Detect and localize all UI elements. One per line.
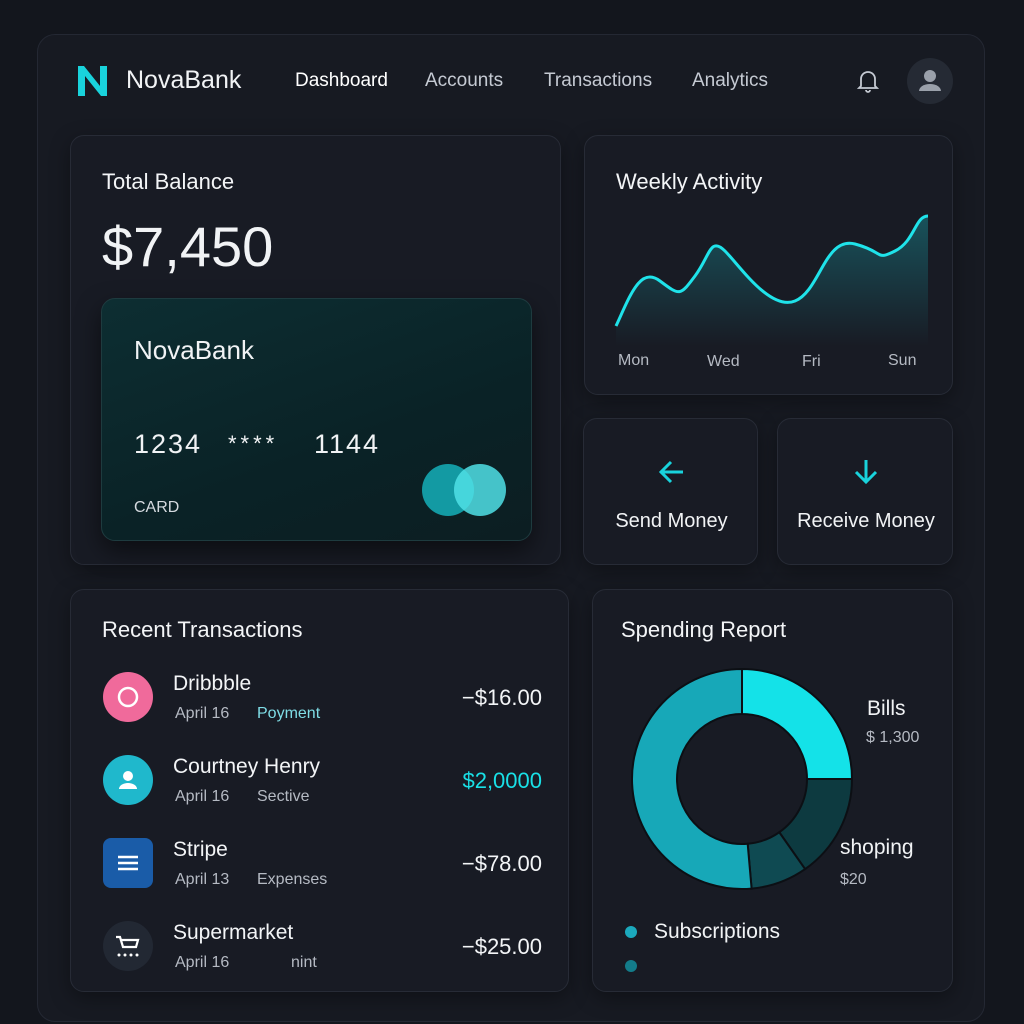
avatar[interactable]	[907, 58, 953, 104]
brand-name: NovaBank	[126, 66, 242, 94]
balance-title: Total Balance	[102, 169, 235, 194]
transaction-date: April 16	[175, 788, 230, 805]
nav-accounts[interactable]: Accounts	[425, 70, 504, 91]
transaction-category: Poyment	[257, 705, 321, 722]
transaction-amount: −$16.00	[461, 685, 542, 710]
transaction-amount: $2,0000	[462, 768, 542, 793]
user-icon	[919, 70, 941, 91]
card-bank-name: NovaBank	[134, 335, 254, 365]
shopping-label: shoping	[840, 836, 914, 859]
spending-donut-chart	[630, 667, 854, 890]
card-logo-circle-right	[454, 464, 506, 516]
day-label: Fri	[802, 353, 821, 370]
transaction-amount: −$25.00	[461, 934, 542, 959]
send-money-button[interactable]: Send Money	[583, 418, 758, 565]
transaction-name: Stripe	[173, 838, 228, 861]
transactions-title: Recent Transactions	[102, 617, 303, 642]
transaction-name: Courtney Henry	[173, 755, 321, 778]
day-label: Sun	[888, 352, 917, 369]
card-number-2: ****	[228, 431, 279, 456]
nav-analytics[interactable]: Analytics	[692, 70, 769, 91]
transaction-category: Sective	[257, 788, 310, 805]
weekly-activity-card: Weekly Activity Mon Wed Fri Sun	[584, 135, 953, 395]
balance-amount: $7,450	[102, 215, 274, 278]
arrow-left-icon	[658, 460, 683, 484]
bills-value: $ 1,300	[866, 729, 920, 746]
bank-card[interactable]: NovaBank 1234 **** 1144 CARD	[101, 298, 532, 541]
cart-icon	[103, 921, 153, 971]
donut-segment	[630, 667, 753, 890]
send-money-label: Send Money	[615, 510, 728, 532]
transaction-date: April 13	[175, 871, 230, 888]
weekly-activity-chart	[614, 214, 929, 346]
bell-icon[interactable]	[856, 69, 880, 98]
weekly-title: Weekly Activity	[616, 169, 763, 194]
circle-icon	[103, 672, 153, 722]
logo-icon	[75, 64, 111, 103]
spending-report-card: Spending Report Bills $ 1,300 shoping $2…	[592, 589, 953, 992]
nav-dashboard[interactable]: Dashboard	[295, 70, 388, 91]
balance-card: Total Balance $7,450 NovaBank 1234 **** …	[70, 135, 561, 565]
day-label: Wed	[707, 353, 740, 370]
transaction-date: April 16	[175, 954, 230, 971]
transaction-category: nint	[291, 954, 317, 971]
shopping-value: $20	[840, 871, 867, 888]
legend-dot	[625, 926, 637, 938]
activity-line	[614, 214, 929, 327]
user-icon	[103, 755, 153, 805]
receive-money-label: Receive Money	[797, 510, 935, 532]
transaction-date: April 16	[175, 705, 230, 722]
transaction-row[interactable]: Stripe April 13 Expenses −$78.00	[71, 836, 570, 906]
transaction-row[interactable]: Courtney Henry April 16 Sective $2,0000	[71, 753, 570, 823]
card-number-3: 1144	[314, 429, 381, 459]
donut-segment	[741, 667, 854, 780]
transaction-amount: −$78.00	[461, 851, 542, 876]
legend-subscriptions: Subscriptions	[654, 920, 781, 943]
transaction-row[interactable]: Supermarket April 16 nint −$25.00	[71, 919, 570, 989]
card-label: CARD	[134, 499, 180, 516]
receive-money-button[interactable]: Receive Money	[777, 418, 953, 565]
nav-transactions[interactable]: Transactions	[544, 70, 653, 91]
transaction-category: Expenses	[257, 871, 328, 888]
transaction-row[interactable]: Dribbble April 16 Poyment −$16.00	[71, 670, 570, 740]
recent-transactions-card: Recent Transactions Dribbble April 16 Po…	[70, 589, 569, 992]
bills-label: Bills	[867, 697, 906, 720]
spending-title: Spending Report	[621, 617, 787, 642]
arrow-down-icon	[854, 460, 878, 485]
day-label: Mon	[618, 352, 650, 369]
card-number-1: 1234	[134, 429, 203, 459]
transaction-name: Dribbble	[173, 672, 252, 695]
transaction-name: Supermarket	[173, 921, 294, 944]
activity-area	[616, 216, 928, 346]
menu-icon	[103, 838, 153, 888]
legend-dot	[625, 960, 637, 972]
